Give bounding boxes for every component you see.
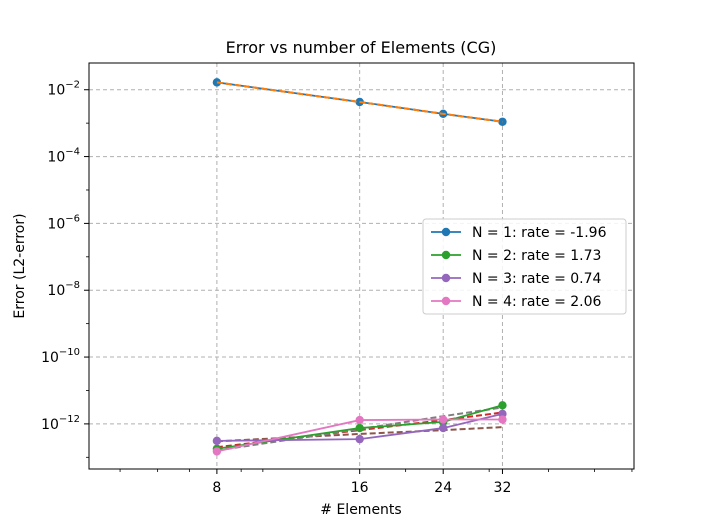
y-tick-label: 10−4 — [47, 147, 80, 166]
series-line — [216, 404, 503, 450]
plot-frame — [88, 62, 635, 470]
x-ticks: 8 16 24 32 — [119, 469, 633, 496]
legend-marker — [441, 250, 451, 260]
series-line — [216, 412, 503, 442]
y-tick-label: 10−12 — [41, 414, 80, 433]
y-ticks: 10−12 10−10 10−8 10−6 10−4 10−2 — [41, 80, 89, 458]
y-tick-label: 10−8 — [47, 280, 80, 299]
series-point — [212, 436, 222, 446]
x-axis-label: # Elements — [320, 502, 401, 518]
x-tick-label: 32 — [494, 480, 512, 496]
legend: N = 1: rate = -1.96 N = 2: rate = 1.73 N =… — [422, 218, 627, 315]
legend-label: N = 1: rate = -1.96 — [472, 225, 607, 241]
y-tick-label: 10−2 — [47, 80, 80, 99]
series-line — [216, 418, 503, 453]
x-tick-label: 16 — [351, 480, 369, 496]
x-tick-label: 24 — [434, 480, 452, 496]
legend-item-3: N = 3: rate = 0.74 — [431, 271, 602, 287]
series-lines — [212, 78, 507, 456]
series-point — [438, 423, 448, 433]
series-point — [355, 434, 364, 444]
series-point — [212, 447, 222, 456]
legend-item-2: N = 2: rate = 1.73 — [431, 248, 601, 264]
series-4 — [212, 415, 507, 456]
chart-title: Error vs number of Elements (CG) — [226, 38, 497, 57]
series-point — [498, 401, 507, 410]
series-point — [438, 415, 448, 424]
legend-marker — [441, 227, 451, 237]
legend-label: N = 3: rate = 0.74 — [472, 271, 602, 287]
fit-line-3 — [216, 426, 503, 443]
y-tick-label: 10−6 — [47, 213, 80, 232]
legend-box — [422, 218, 627, 315]
legend-label: N = 2: rate = 1.73 — [472, 248, 601, 264]
legend-item-4: N = 4: rate = 2.06 — [431, 294, 602, 310]
y-tick-label: 10−10 — [41, 347, 80, 366]
fit-line-1-overlay — [216, 81, 503, 123]
legend-marker — [441, 273, 451, 283]
legend-marker — [441, 296, 451, 306]
legend-item-1: N = 1: rate = -1.96 — [431, 225, 607, 241]
x-tick-label: 8 — [212, 480, 221, 496]
series-point — [498, 415, 507, 424]
series-point — [355, 415, 364, 425]
series-point — [355, 423, 364, 433]
legend-label: N = 4: rate = 2.06 — [472, 294, 602, 310]
y-axis-label: Error (L2-error) — [12, 213, 28, 318]
